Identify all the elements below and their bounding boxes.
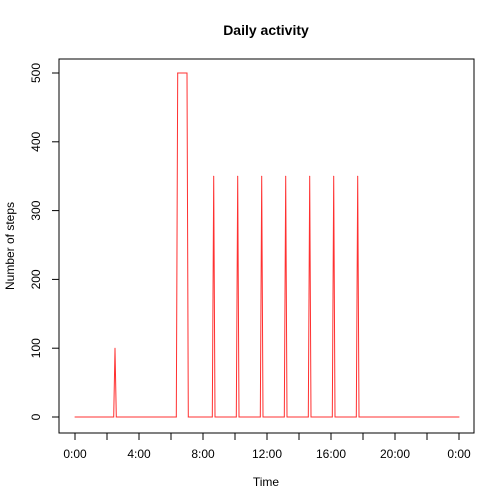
- y-tick-label: 200: [29, 269, 43, 289]
- data-point: [355, 416, 357, 418]
- data-point: [213, 175, 215, 177]
- x-tick-label: 12:00: [252, 447, 282, 461]
- plot-frame: [58, 58, 475, 434]
- data-point: [177, 72, 179, 74]
- x-tick-label: 0:00: [447, 447, 471, 461]
- data-point: [259, 416, 261, 418]
- data-point: [187, 416, 189, 418]
- series-line: [75, 72, 459, 418]
- data-point: [307, 416, 309, 418]
- data-point: [175, 416, 177, 418]
- x-tick-label: 16:00: [316, 447, 346, 461]
- x-tick-label: 0:00: [63, 447, 87, 461]
- data-point: [334, 416, 336, 418]
- data-point: [115, 416, 117, 418]
- data-point: [309, 175, 311, 177]
- data-point: [235, 416, 237, 418]
- data-point: [310, 416, 312, 418]
- data-point: [458, 416, 460, 418]
- y-tick-label: 300: [29, 200, 43, 220]
- x-axis: 0:00 4:00 8:00 12:00 16:00 20:00 0:00: [63, 432, 471, 461]
- data-point: [214, 416, 216, 418]
- y-tick-label: 400: [29, 131, 43, 151]
- data-point: [261, 175, 263, 177]
- data-point: [74, 416, 76, 418]
- y-tick-label: 100: [29, 338, 43, 358]
- data-point: [286, 416, 288, 418]
- series-group: [74, 72, 460, 418]
- y-tick-label: 500: [29, 63, 43, 83]
- data-point: [238, 416, 240, 418]
- data-point: [333, 175, 335, 177]
- y-axis: 0 100 200 300 400 500: [29, 63, 60, 420]
- data-point: [285, 175, 287, 177]
- data-point: [358, 416, 360, 418]
- x-tick-label: 20:00: [380, 447, 410, 461]
- x-tick-label: 4:00: [127, 447, 151, 461]
- data-point: [114, 347, 116, 349]
- x-tick-label: 8:00: [191, 447, 215, 461]
- y-tick-label: 0: [29, 413, 43, 420]
- data-point: [357, 175, 359, 177]
- x-axis-label: Time: [253, 475, 280, 489]
- data-point: [262, 416, 264, 418]
- data-point: [211, 416, 213, 418]
- data-point: [186, 72, 188, 74]
- data-point: [331, 416, 333, 418]
- chart-title: Daily activity: [223, 22, 309, 38]
- data-point: [237, 175, 239, 177]
- y-axis-label: Number of steps: [3, 202, 17, 290]
- data-point: [113, 416, 115, 418]
- data-point: [283, 416, 285, 418]
